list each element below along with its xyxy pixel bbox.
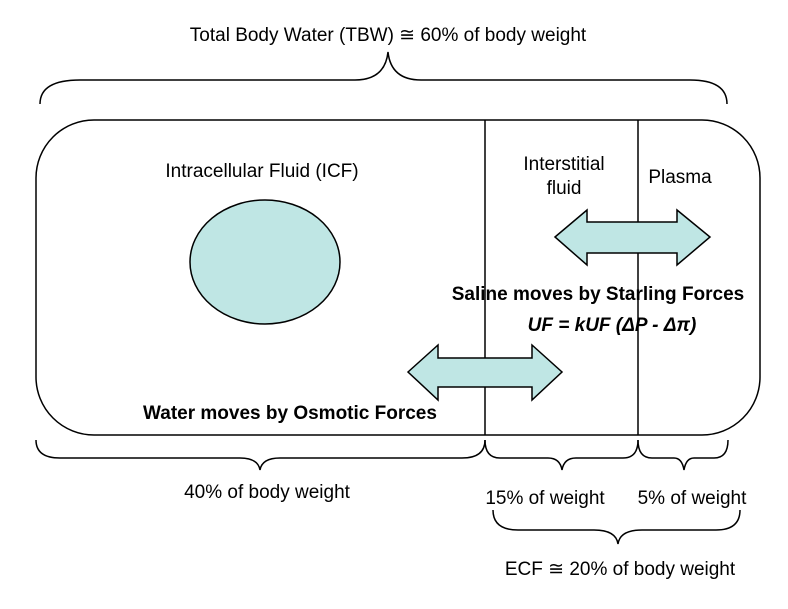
tbw-label: Total Body Water (TBW) ≅ 60% of body wei… [190,25,587,46]
uf-equation: UF = kUF (ΔP - Δπ) [528,315,697,336]
plasma-percent-label: 5% of weight [638,488,748,509]
starling-double-arrow [553,208,712,267]
ecf-brace [492,509,741,545]
plasma-label: Plasma [648,167,712,188]
icf-brace [35,439,486,471]
interstitial-brace [484,439,639,471]
cell-circle [189,199,341,325]
interstitial-percent-label: 15% of weight [485,488,605,509]
body-compartment-box [35,119,761,436]
water-osmotic-text: Water moves by Osmotic Forces [143,403,437,424]
ecf-label: ECF ≅ 20% of body weight [505,559,736,580]
tbw-brace [39,51,728,105]
osmotic-double-arrow [406,343,564,402]
saline-starling-text: Saline moves by Starling Forces [452,284,745,305]
interstitial-label-line2: fluid [547,178,582,199]
plasma-brace [637,439,729,471]
interstitial-label-line1: Interstitial [523,154,604,175]
icf-label: Intracellular Fluid (ICF) [165,161,358,182]
icf-percent-label: 40% of body weight [184,482,351,503]
